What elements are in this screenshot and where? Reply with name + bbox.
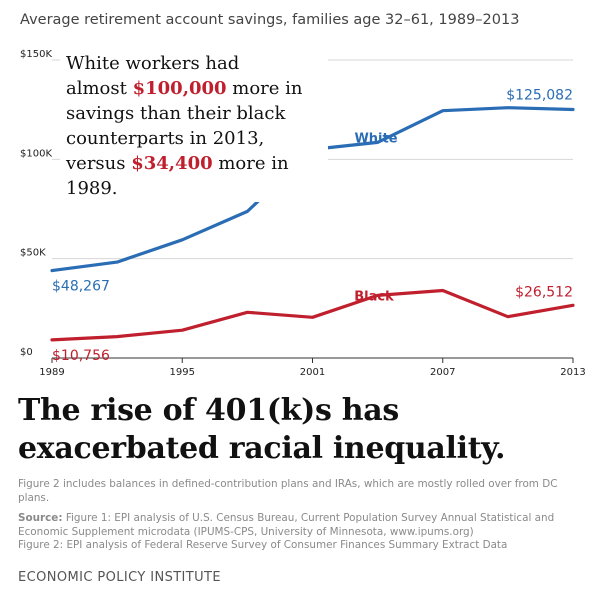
headline: The rise of 401(k)s has exacerbated raci… [18, 392, 588, 468]
black-last-value-label: $26,512 [515, 284, 573, 300]
x-tick-label: 2007 [430, 367, 455, 378]
headline-line-1: The rise of 401(k)s has [18, 393, 400, 428]
line-chart: Average retirement account savings, fami… [20, 12, 586, 378]
headline-line-2: exacerbated racial inequality. [18, 431, 506, 466]
callout-segment: more in [227, 78, 303, 99]
callout-segment: 1989. [66, 178, 118, 199]
callout-line: counterparts in 2013, [66, 128, 264, 149]
black-first-value-label: $10,756 [52, 348, 110, 364]
y-tick-label: $150K [20, 49, 52, 60]
white-last-value-label: $125,082 [506, 88, 573, 104]
chart-notes: Figure 2 includes balances in defined-co… [18, 478, 588, 553]
callout-line: White workers had [66, 53, 239, 74]
callout-segment: savings than their black [66, 103, 286, 124]
source-figure-2: Figure 2: EPI analysis of Federal Reserv… [18, 539, 508, 551]
callout-segment: more in [213, 153, 289, 174]
callout-segment: White workers had [66, 53, 239, 74]
series-value-labels: White $48,267 $125,082 Black $10,756 $26,512 [52, 88, 573, 364]
y-tick-label: $0 [20, 347, 33, 358]
callout-line: savings than their black [66, 103, 286, 124]
source-figure-1: Figure 1: EPI analysis of U.S. Census Bu… [18, 512, 555, 538]
source-notes: Source: Figure 1: EPI analysis of U.S. C… [18, 512, 588, 553]
black-series-name: Black [354, 289, 394, 304]
y-tick-label: $50K [20, 248, 46, 259]
x-axis: 1989 1995 2001 2007 2013 [39, 357, 586, 378]
publisher-footer: ECONOMIC POLICY INSTITUTE [18, 570, 222, 585]
callout-line: 1989. [66, 178, 118, 199]
y-tick-label: $100K [20, 148, 52, 159]
white-series-name: White [354, 131, 397, 146]
white-first-value-label: $48,267 [52, 279, 110, 295]
callout-segment: counterparts in 2013, [66, 128, 264, 149]
x-tick-label: 2013 [560, 367, 585, 378]
x-tick-label: 1995 [170, 367, 195, 378]
callout-background [60, 48, 328, 202]
callout-line: versus $34,400 more in [65, 153, 289, 174]
y-axis-ticks: $0 $50K $100K $150K [20, 49, 52, 358]
callout-segment: almost [66, 78, 133, 99]
figure-2-note: Figure 2 includes balances in defined-co… [18, 478, 558, 504]
callout-line: almost $100,000 more in [66, 78, 303, 99]
callout-segment: versus [65, 153, 131, 174]
source-label: Source: [18, 512, 63, 524]
callout-annotation: White workers had almost $100,000 more in… [65, 53, 303, 199]
x-tick-label: 2001 [300, 367, 325, 378]
x-tick-label: 1989 [39, 367, 64, 378]
callout-highlight: $100,000 [133, 78, 227, 99]
callout-highlight: $34,400 [131, 153, 212, 174]
black-series-line [50, 288, 575, 342]
chart-subtitle: Average retirement account savings, fami… [20, 12, 519, 28]
